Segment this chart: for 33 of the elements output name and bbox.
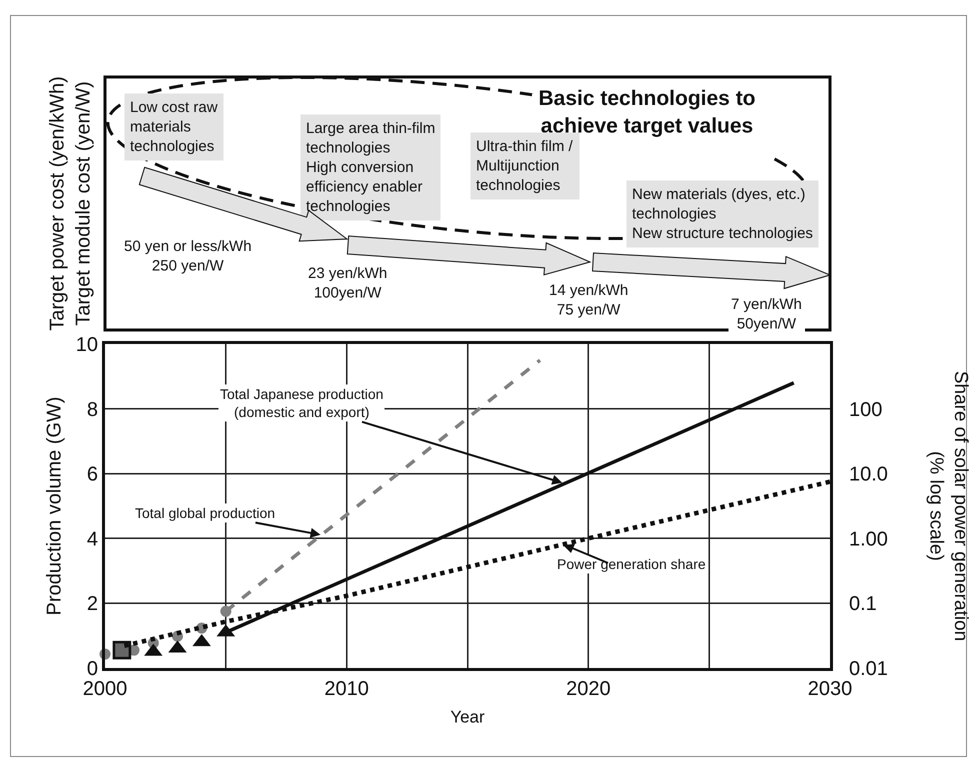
y2-tick-label: 100 (849, 398, 882, 421)
text: Target power cost (yen/kWh) Target module cost (yen/W) (46, 76, 94, 331)
y-axis-title: Production volume (GW) (43, 396, 66, 616)
point (220, 606, 232, 617)
y2-tick-label: 0.01 (849, 658, 888, 680)
y-tick-label: 8 (86, 398, 98, 421)
y-tick-label: 6 (86, 464, 98, 486)
y2-tick-label: 10.0 (849, 464, 888, 486)
y-tick-label: 2 (86, 593, 98, 616)
y-tick-label: 4 (86, 528, 98, 550)
text: 14 yen/kWh 75 yen/W (549, 282, 628, 318)
x-tick-label: 2010 (324, 678, 369, 700)
annotation: Power generation share (557, 556, 706, 572)
text: 50 yen or less/kWh 250 yen/W (124, 238, 252, 274)
y2-tick-label: 0.1 (849, 593, 877, 616)
text: 23 yen/kWh 100yen/W (308, 265, 388, 302)
text: Low cost raw materials technologies (130, 99, 218, 155)
y2-tick-label: 1.00 (849, 528, 888, 550)
y-tick-label: 0 (86, 658, 98, 680)
annotation: Total Japanese production (domestic and export) (220, 386, 384, 420)
x-tick-label: 2030 (808, 678, 852, 700)
x-tick-label: 2000 (82, 678, 128, 700)
annotation: Total global production (135, 505, 276, 521)
y2-axis-title: Share of solar power generation (% log scale) (925, 370, 972, 642)
text: 7 yen/kWh 50yen/W (731, 296, 802, 332)
text: Large area thin-film technologies High conversion efficiency enabler technologies (306, 120, 436, 215)
text: Basic technologies to achieve target values (538, 87, 756, 138)
text: Ultra-thin film / Multijunction technologies (476, 138, 574, 194)
point (112, 640, 132, 660)
y-tick-label: 10 (76, 334, 98, 356)
text: New materials (dyes, etc.) technologies New structure technologies (632, 186, 813, 242)
x-axis-title: Year (450, 707, 486, 726)
x-tick-label: 2020 (566, 678, 611, 700)
